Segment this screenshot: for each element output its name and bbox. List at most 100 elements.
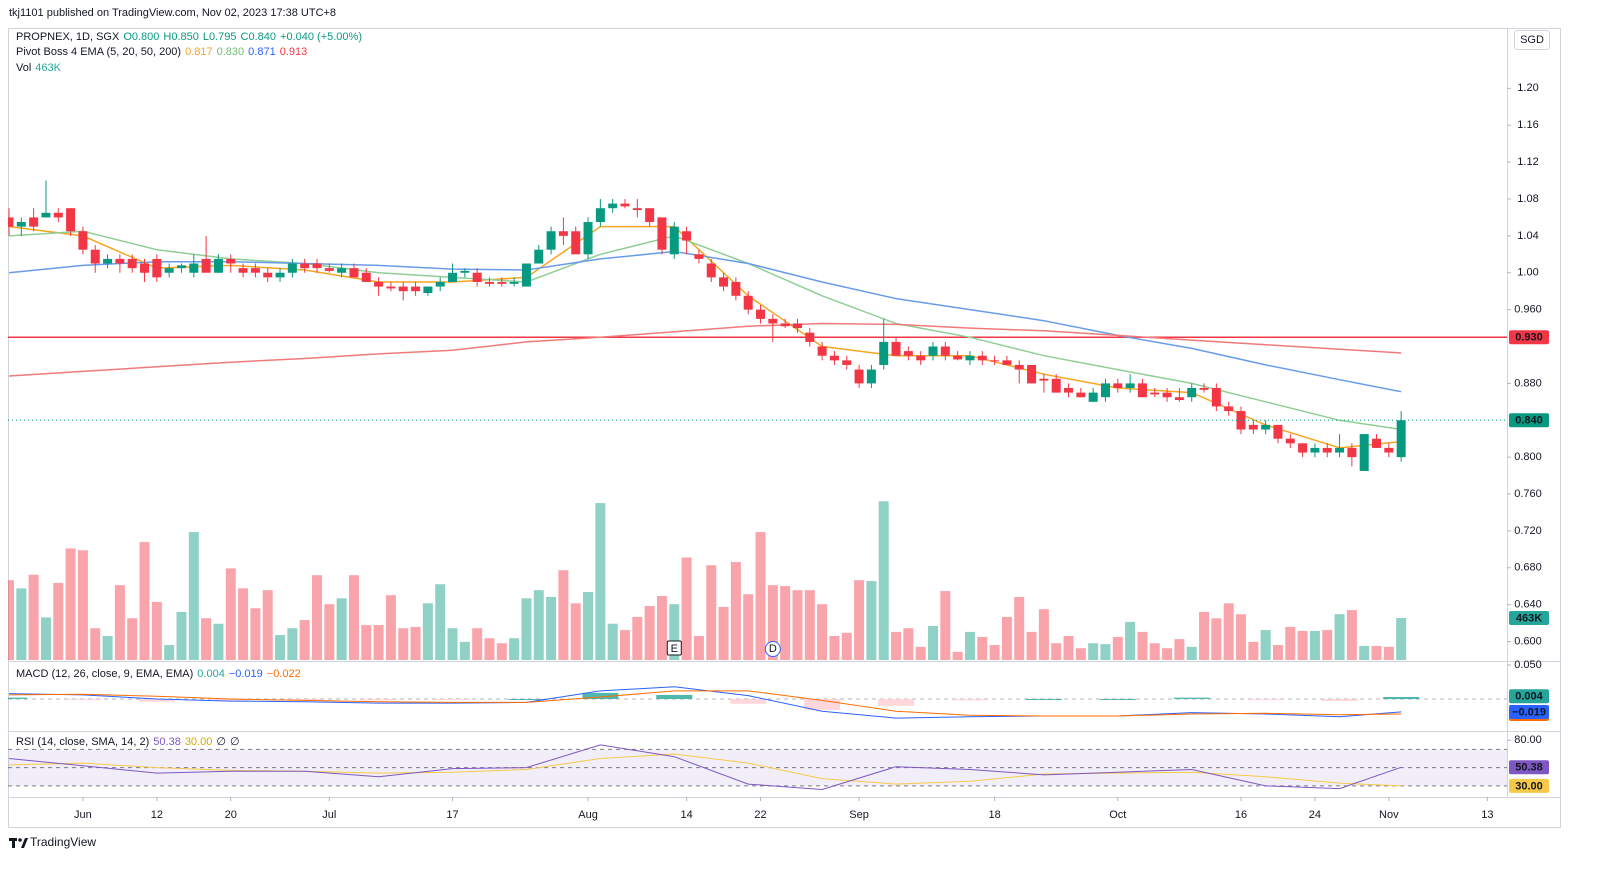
- macd-histogram: [730, 699, 767, 704]
- candle-body: [238, 268, 248, 273]
- candle-body: [866, 369, 876, 384]
- y-tick-label: 1.08: [1517, 193, 1538, 205]
- candle-body: [731, 281, 741, 296]
- volume-bar: [829, 635, 840, 660]
- candle-body: [595, 208, 605, 223]
- volume-bar: [878, 501, 889, 660]
- candle-body: [1162, 392, 1172, 398]
- volume-bar: [484, 638, 495, 660]
- volume-bar: [1038, 609, 1049, 660]
- rsi-title: RSI (14, close, SMA, 14, 2): [16, 736, 149, 748]
- volume-bar: [1236, 614, 1246, 660]
- currency[interactable]: SGD: [1520, 34, 1544, 46]
- price-badge-label: −0.019: [1512, 706, 1546, 718]
- candle-body: [509, 281, 519, 284]
- volume-bar: [1174, 639, 1185, 660]
- candle-body: [669, 226, 679, 255]
- candle-body: [682, 231, 692, 241]
- volume-bar: [743, 594, 754, 660]
- macd-histogram: [878, 699, 915, 706]
- macd-histogram: [951, 699, 988, 701]
- volume-bar: [964, 631, 975, 660]
- volume-bar: [656, 596, 667, 660]
- ohlc: O0.800: [123, 31, 159, 43]
- x-tick-label: Sep: [849, 809, 869, 821]
- volume-bar: [1088, 643, 1099, 660]
- price-badge: [1509, 760, 1549, 775]
- volume-bar: [361, 625, 372, 660]
- volume-bar: [373, 625, 384, 660]
- macd-value: −0.022: [267, 668, 301, 680]
- candle-body: [1125, 383, 1135, 388]
- volume-bar: [817, 604, 828, 660]
- macd-histogram: [1247, 699, 1284, 701]
- candle-body: [201, 258, 211, 273]
- candle-body: [484, 281, 494, 284]
- volume-bar: [1346, 610, 1357, 660]
- candle-body: [1137, 383, 1147, 398]
- candle-body: [558, 231, 568, 236]
- volume-bar: [188, 532, 199, 660]
- ema-line: [8, 230, 1402, 431]
- candle-body: [977, 355, 987, 361]
- volume-bar: [496, 643, 507, 660]
- candle-body: [768, 318, 778, 324]
- volume-bar: [595, 503, 606, 660]
- candle-body: [374, 281, 384, 287]
- volume-bar: [1186, 646, 1197, 660]
- volume-bar: [275, 635, 286, 660]
- symbol: PROPNEX, 1D, SGX: [16, 31, 120, 43]
- macd-legend: MACD (12, 26, close, 9, EMA, EMA) 0.004 −0…: [16, 668, 301, 680]
- candle-body: [1113, 383, 1123, 388]
- x-tick-label: 12: [151, 809, 163, 821]
- published-note: tkj1101 published on TradingView.com, No…: [9, 7, 336, 19]
- macd-histogram: [138, 699, 175, 702]
- price-badge: [1509, 413, 1549, 428]
- volume-legend: Vol 463K: [16, 62, 62, 74]
- volume-bar: [459, 641, 470, 660]
- volume-bar: [1359, 645, 1370, 660]
- candle-body: [583, 222, 593, 255]
- candle-body: [1187, 387, 1197, 398]
- x-tick-label: 17: [446, 809, 458, 821]
- candle-body: [1273, 424, 1283, 439]
- candle-body: [66, 208, 76, 232]
- volume-bar: [398, 628, 409, 660]
- volume-bar: [127, 618, 138, 660]
- candle-body: [115, 258, 125, 264]
- event-label: E: [671, 643, 678, 655]
- volume-bar: [225, 568, 236, 660]
- volume-bar: [238, 588, 249, 660]
- volume-bar: [1149, 643, 1160, 660]
- rsi-legend: RSI (14, close, SMA, 14, 2) 50.38 30.00 ∅ ∅: [16, 736, 240, 748]
- y-tick-label: 1.12: [1517, 156, 1538, 168]
- volume-bar: [213, 623, 224, 660]
- y-tick-label: 0.720: [1514, 525, 1542, 537]
- y-tick-label: 0.680: [1514, 562, 1542, 574]
- candle-body: [953, 355, 963, 360]
- ema-legend: Pivot Boss 4 EMA (5, 20, 50, 200) 0.817 0.…: [16, 46, 307, 58]
- volume-bar: [164, 645, 175, 660]
- volume-bar: [1051, 643, 1062, 660]
- x-tick-label: Jun: [74, 809, 92, 821]
- price-badge: [1509, 330, 1549, 345]
- candle-body: [361, 272, 371, 282]
- ema-title: Pivot Boss 4 EMA (5, 20, 50, 200): [16, 46, 181, 58]
- volume-bar: [472, 628, 483, 660]
- candle-body: [53, 212, 63, 218]
- volume-bar: [336, 598, 347, 660]
- price-badge-label: 50.38: [1515, 762, 1543, 774]
- candle-body: [1372, 438, 1382, 448]
- candle-body: [386, 286, 396, 289]
- rsi-line: [8, 744, 1402, 791]
- ema-value: 0.871: [248, 46, 276, 58]
- candle-body: [312, 263, 322, 269]
- candle-body: [250, 268, 260, 273]
- candle-body: [903, 351, 913, 356]
- volume-bar: [558, 570, 569, 660]
- change: +0.040 (+5.00%): [280, 31, 362, 43]
- candle-body: [423, 286, 433, 294]
- currency-button[interactable]: [1514, 30, 1550, 50]
- y-tick-label: 0.800: [1514, 451, 1542, 463]
- volume-bar: [767, 585, 778, 660]
